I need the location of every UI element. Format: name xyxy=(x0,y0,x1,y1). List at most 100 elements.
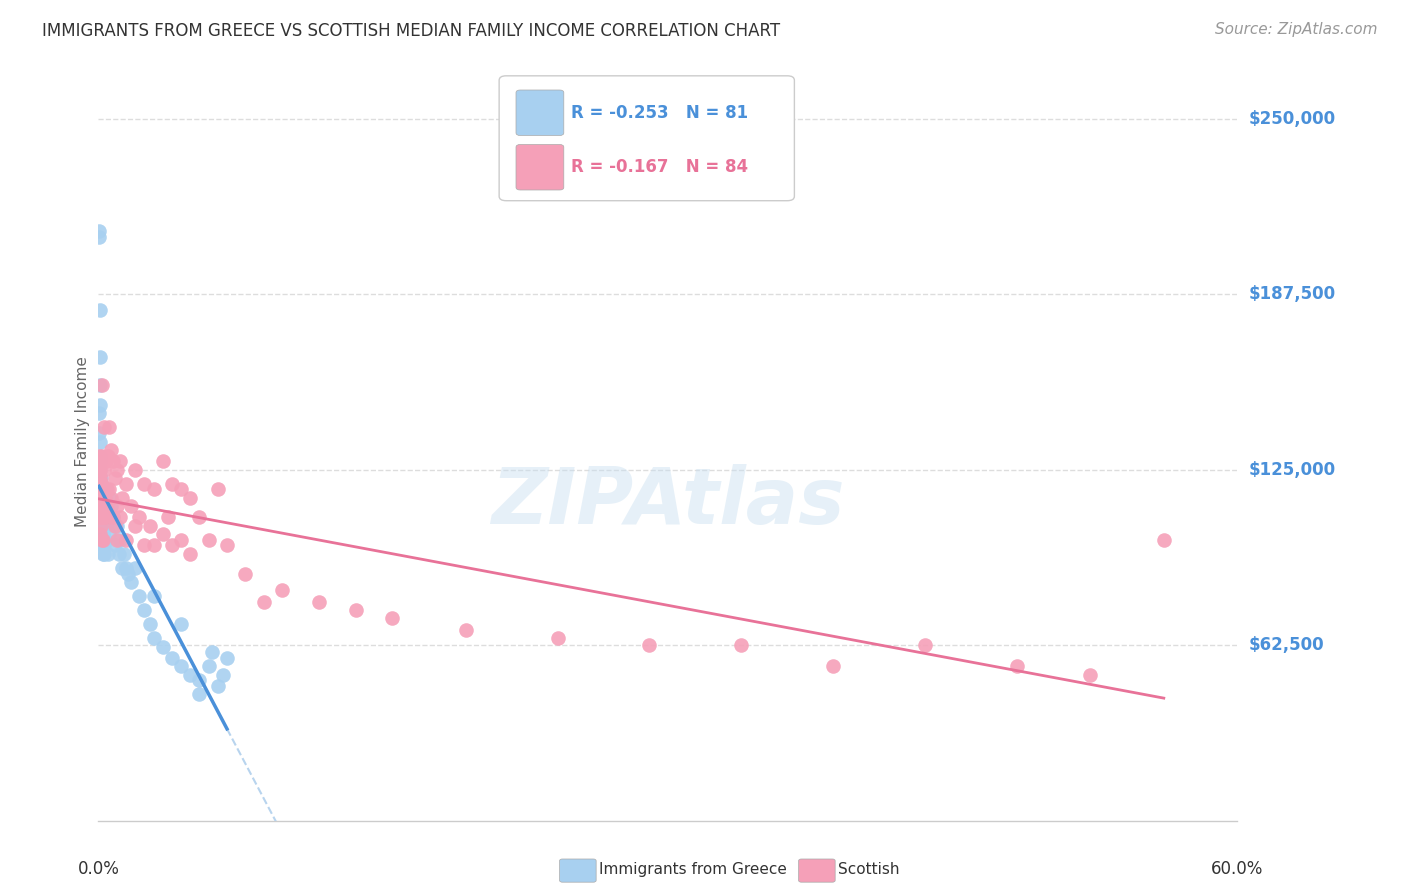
Text: 60.0%: 60.0% xyxy=(1211,860,1264,878)
Point xyxy=(93,462,115,476)
Point xyxy=(235,566,257,581)
Point xyxy=(110,533,132,547)
Point xyxy=(94,483,117,497)
Point xyxy=(1005,659,1028,673)
Point xyxy=(89,505,111,519)
Point xyxy=(89,378,111,392)
Point xyxy=(91,533,114,547)
Point xyxy=(89,462,111,476)
Point xyxy=(98,420,121,434)
Text: R = -0.253   N = 81: R = -0.253 N = 81 xyxy=(571,103,748,121)
Point xyxy=(105,499,128,513)
Point xyxy=(89,398,111,412)
Point xyxy=(90,518,112,533)
Point xyxy=(134,476,156,491)
Point xyxy=(823,659,845,673)
Point xyxy=(89,426,111,441)
Point xyxy=(89,499,111,513)
Point xyxy=(124,462,146,476)
Point xyxy=(101,510,124,524)
Point xyxy=(98,483,121,497)
Point xyxy=(97,510,120,524)
Point xyxy=(94,518,117,533)
Point xyxy=(93,547,115,561)
Point xyxy=(121,574,143,589)
Point xyxy=(90,527,112,541)
Point xyxy=(89,491,111,505)
Point xyxy=(1153,533,1175,547)
Point xyxy=(142,631,165,645)
Point xyxy=(91,378,114,392)
Point xyxy=(179,547,201,561)
Point xyxy=(91,483,114,497)
Point xyxy=(101,454,124,468)
Point xyxy=(90,533,112,547)
Point xyxy=(89,351,111,365)
Point xyxy=(170,533,193,547)
Point xyxy=(142,589,165,603)
Point xyxy=(93,420,115,434)
Y-axis label: Median Family Income: Median Family Income xyxy=(75,356,90,527)
Point xyxy=(139,518,162,533)
Point xyxy=(101,510,124,524)
Point xyxy=(197,533,219,547)
Point xyxy=(98,491,121,505)
Point xyxy=(215,538,238,552)
Point xyxy=(152,454,174,468)
Point xyxy=(91,510,114,524)
Point xyxy=(89,302,111,317)
Point xyxy=(93,547,115,561)
Point xyxy=(91,533,114,547)
Point xyxy=(115,533,138,547)
Point xyxy=(142,483,165,497)
Point xyxy=(105,533,128,547)
Point xyxy=(121,499,143,513)
Text: 0.0%: 0.0% xyxy=(77,860,120,878)
Point xyxy=(170,617,193,632)
Point xyxy=(100,491,122,505)
Point xyxy=(90,483,112,497)
Point xyxy=(170,659,193,673)
Point xyxy=(90,476,112,491)
Point xyxy=(197,659,219,673)
Point xyxy=(105,462,128,476)
Point xyxy=(212,667,235,681)
Point xyxy=(188,673,211,688)
Point xyxy=(100,442,122,457)
Point xyxy=(89,449,111,463)
Text: R = -0.167   N = 84: R = -0.167 N = 84 xyxy=(571,158,748,177)
Text: $125,000: $125,000 xyxy=(1249,460,1336,479)
Point xyxy=(93,510,115,524)
Point xyxy=(157,510,180,524)
Point xyxy=(90,499,112,513)
Point xyxy=(207,679,229,693)
Point xyxy=(91,538,114,552)
Point xyxy=(89,454,111,468)
Point xyxy=(89,462,111,476)
Point xyxy=(105,518,128,533)
Point xyxy=(91,518,114,533)
Point xyxy=(152,527,174,541)
Point xyxy=(170,483,193,497)
Point xyxy=(91,518,114,533)
Text: Source: ZipAtlas.com: Source: ZipAtlas.com xyxy=(1215,22,1378,37)
Point xyxy=(90,510,112,524)
Point xyxy=(90,483,112,497)
Point xyxy=(914,638,936,652)
Point xyxy=(638,638,661,652)
Text: IMMIGRANTS FROM GREECE VS SCOTTISH MEDIAN FAMILY INCOME CORRELATION CHART: IMMIGRANTS FROM GREECE VS SCOTTISH MEDIA… xyxy=(42,22,780,40)
Point xyxy=(115,476,138,491)
Point xyxy=(115,561,138,575)
Point xyxy=(1078,667,1101,681)
Point xyxy=(90,518,112,533)
Point xyxy=(89,449,111,463)
Point xyxy=(160,650,183,665)
Point xyxy=(89,510,111,524)
Point xyxy=(110,510,132,524)
Point xyxy=(89,518,111,533)
Point xyxy=(97,547,120,561)
Point xyxy=(215,650,238,665)
Point xyxy=(91,499,114,513)
Point xyxy=(91,510,114,524)
Point xyxy=(344,603,367,617)
